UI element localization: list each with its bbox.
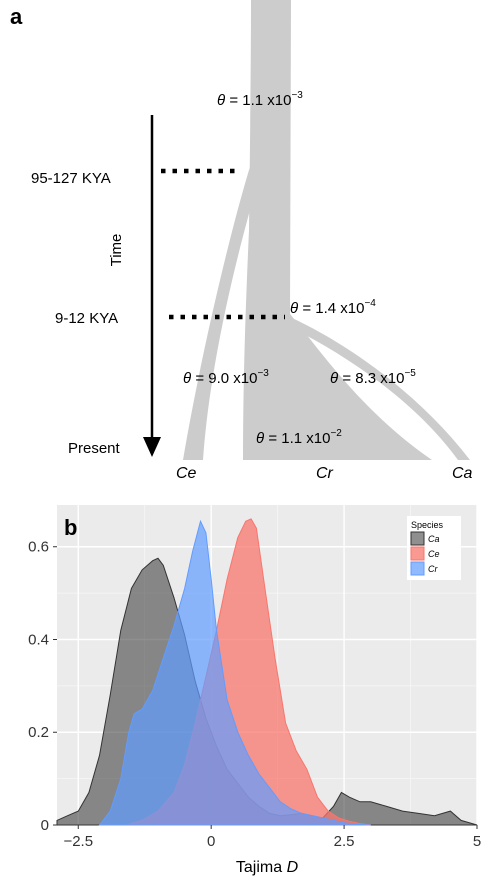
- x-tick-label: 5: [473, 833, 481, 850]
- y-tick-label: 0.6: [28, 539, 49, 556]
- species-label-ce: Ce: [176, 465, 197, 482]
- population-tree: [183, 0, 470, 460]
- time-point-label-1: 95-127 KYA: [31, 170, 111, 187]
- panel-b-label: b: [64, 515, 77, 540]
- panel-b-density-plot: −2.5 0 2.5 5 0 0.2 0.4 0.6 b Tajima D Species …: [28, 505, 481, 876]
- ce-branch: [183, 163, 260, 460]
- cr-branch: [250, 314, 432, 460]
- y-tick-label: 0.2: [28, 724, 49, 741]
- y-tick-label: 0: [41, 817, 49, 834]
- species-label-cr: Cr: [316, 465, 334, 482]
- time-arrowhead: [143, 437, 161, 457]
- legend-title: Species: [411, 520, 444, 530]
- y-tick-label: 0.4: [28, 631, 49, 648]
- legend-label-ce: Ce: [428, 549, 440, 559]
- y-axis-ticks: 0 0.2 0.4 0.6: [28, 539, 57, 834]
- panel-a-label: a: [10, 4, 23, 29]
- present-label: Present: [68, 440, 121, 457]
- ca-branch: [292, 318, 470, 460]
- species-label-ca: Ca: [452, 465, 473, 482]
- legend-swatch-ca: [410, 531, 425, 546]
- legend-swatch-ce: [410, 546, 425, 561]
- x-axis-title: Tajima D: [236, 859, 299, 876]
- theta-label-cr-ca-ancestor: θ = 1.4 x10−4: [290, 298, 376, 317]
- theta-label-cr: θ = 1.1 x10−2: [256, 428, 342, 447]
- x-tick-label: 0: [207, 833, 215, 850]
- theta-label-ancestral: θ = 1.1 x10−3: [217, 90, 303, 109]
- legend-label-cr: Cr: [428, 564, 438, 574]
- x-tick-label: 2.5: [334, 833, 355, 850]
- time-point-label-2: 9-12 KYA: [55, 310, 118, 327]
- legend-items: Ca Ce Cr: [410, 531, 440, 576]
- theta-label-ce: θ = 9.0 x10−3: [183, 368, 269, 387]
- panel-a-divergence-diagram: a Time 95-127 KYA 9-12 KYA Present θ = 1…: [10, 0, 473, 482]
- density-area-cr: [98, 519, 371, 826]
- time-label: Time: [108, 234, 125, 267]
- theta-label-ca: θ = 8.3 x10−5: [330, 368, 416, 387]
- density-areas: [56, 518, 478, 826]
- x-tick-label: −2.5: [63, 833, 93, 850]
- x-axis-ticks: −2.5 0 2.5 5: [63, 825, 481, 850]
- tree-trunk: [243, 0, 294, 460]
- legend-swatch-cr: [410, 561, 425, 576]
- legend-label-ca: Ca: [428, 534, 440, 544]
- legend: Species Ca Ce Cr: [407, 516, 461, 580]
